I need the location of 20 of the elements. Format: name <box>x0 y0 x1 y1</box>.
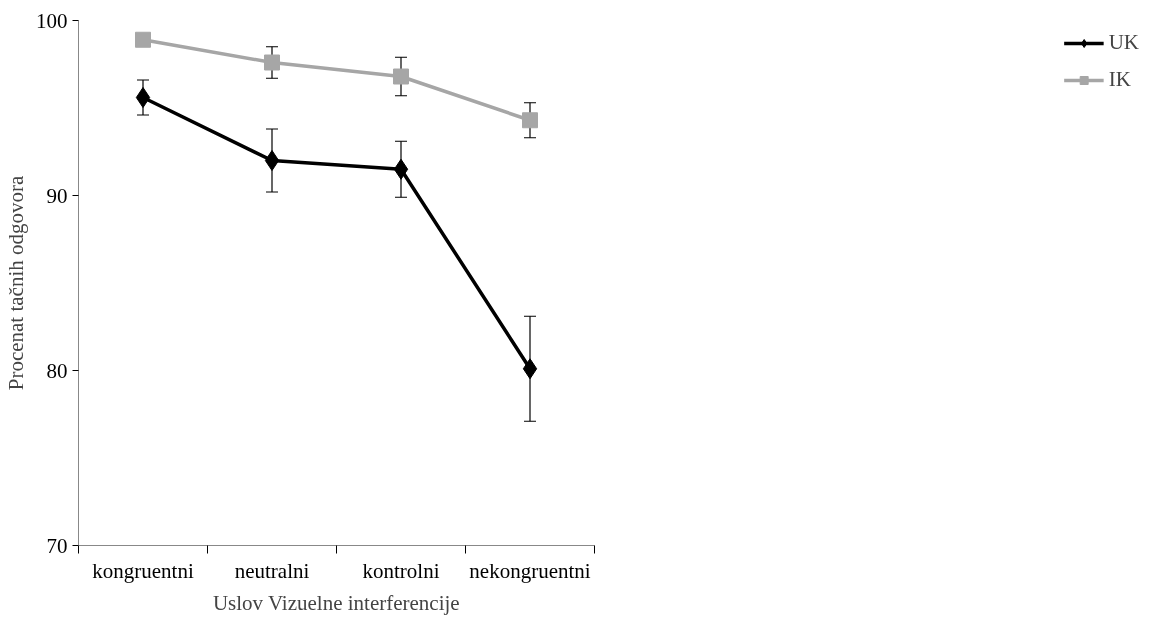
point <box>522 358 538 380</box>
point <box>264 150 280 171</box>
y-tick-label: 100 <box>36 8 68 33</box>
legend-label: UK <box>1108 30 1139 55</box>
y-tick-label: 80 <box>46 358 68 383</box>
point <box>393 68 409 85</box>
x-tick-label: neutralni <box>234 558 310 583</box>
x-tick-label: kontrolni <box>362 558 440 583</box>
x-tick-label: kongruentni <box>92 558 194 583</box>
point <box>393 158 409 180</box>
y-tick-label: 70 <box>46 533 68 558</box>
legend-label: IK <box>1108 67 1131 92</box>
y-axis-title: Procenat tačnih odgovora <box>4 175 28 391</box>
point <box>135 87 151 108</box>
point <box>135 31 151 48</box>
x-tick-label: nekongruentni <box>469 558 591 583</box>
x-axis-title: Uslov Vizuelne interferencije <box>212 590 460 615</box>
point <box>522 112 538 129</box>
y-tick-label: 90 <box>46 183 68 208</box>
point <box>264 54 280 71</box>
